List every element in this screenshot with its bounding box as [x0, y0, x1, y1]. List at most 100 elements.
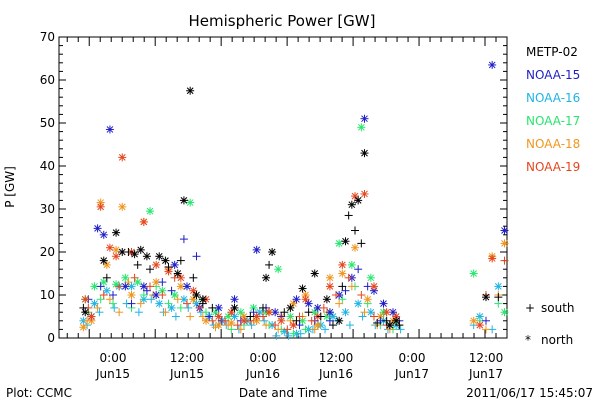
point-noaa-18-south — [136, 299, 145, 308]
point-noaa-17-south — [109, 299, 117, 308]
point-noaa-17-north — [224, 312, 233, 321]
point-metp-02-north — [130, 250, 139, 259]
point-noaa-18-south — [347, 282, 356, 291]
legend-entry-noaa-18: NOAA-18 — [526, 137, 580, 151]
point-noaa-15-north — [183, 282, 191, 291]
point-noaa-17-north — [366, 273, 375, 282]
point-noaa-17-north — [236, 308, 245, 317]
point-noaa-18-south — [262, 321, 271, 330]
point-noaa-18-south — [124, 278, 133, 287]
point-noaa-16-north — [354, 299, 363, 308]
y-axis: 0 10 20 30 40 50 60 70 — [40, 30, 507, 345]
y-tick-label: 70 — [40, 30, 55, 44]
point-noaa-18-south — [186, 312, 195, 321]
x-tick-day: Jun17 — [394, 367, 429, 381]
point-noaa-17-north — [347, 260, 356, 269]
y-axis-title: P [GW] — [3, 166, 17, 208]
chart-title: Hemispheric Power [GW] — [189, 12, 376, 30]
point-noaa-18-north — [202, 316, 210, 325]
point-noaa-15-north — [230, 295, 239, 304]
point-metp-02-north — [173, 269, 182, 278]
point-noaa-19-north — [325, 282, 334, 291]
x-tick-day: Jun16 — [318, 367, 353, 381]
point-noaa-19-north — [87, 312, 96, 321]
point-metp-02-south — [494, 293, 503, 302]
point-metp-02-south — [338, 282, 347, 291]
point-noaa-19-south — [146, 282, 154, 291]
point-noaa-15-south — [354, 265, 363, 274]
point-metp-02-north — [322, 295, 331, 304]
point-metp-02-south — [344, 211, 353, 220]
point-noaa-15-south — [192, 252, 201, 261]
point-metp-02-north — [198, 295, 207, 304]
point-noaa-19-north — [370, 282, 378, 291]
y-tick-label: 0 — [47, 331, 55, 345]
y-tick-label: 60 — [40, 73, 55, 87]
point-metp-02-south — [133, 260, 142, 269]
point-metp-02-south — [373, 318, 382, 327]
point-metp-02-north — [268, 248, 277, 256]
x-tick-time: 12:00 — [469, 351, 504, 365]
point-noaa-18-north — [189, 295, 198, 304]
point-noaa-17-north — [121, 273, 130, 282]
point-noaa-19-south — [115, 282, 124, 291]
point-noaa-16-north — [155, 299, 164, 308]
x-tick-time: 12:00 — [319, 351, 354, 365]
point-noaa-18-north — [363, 295, 372, 304]
point-noaa-16-south — [110, 303, 119, 312]
point-metp-02-north — [112, 228, 121, 237]
point-metp-02-north — [482, 293, 490, 302]
point-noaa-15-north — [121, 282, 130, 291]
point-noaa-18-north — [118, 202, 127, 211]
plot-frame — [58, 36, 508, 339]
point-noaa-16-south — [396, 325, 405, 334]
point-noaa-17-north — [469, 269, 478, 278]
point-noaa-18-north — [102, 260, 111, 269]
point-metp-02-north — [118, 248, 127, 256]
point-metp-02-north — [186, 86, 195, 95]
point-noaa-17-north — [158, 286, 167, 295]
point-noaa-16-north — [90, 299, 99, 308]
point-noaa-18-south — [105, 295, 114, 304]
point-noaa-19-south — [319, 303, 328, 312]
point-noaa-19-south — [195, 303, 204, 312]
y-tick-label: 50 — [40, 116, 55, 130]
point-noaa-15-north — [105, 125, 114, 134]
point-noaa-16-south — [134, 308, 143, 317]
point-metp-02-south — [208, 303, 217, 312]
point-noaa-16-south — [171, 312, 180, 321]
point-noaa-18-south — [93, 303, 102, 312]
point-metp-02-north — [179, 196, 188, 205]
point-metp-02-north — [298, 284, 307, 293]
x-tick-day: Jun16 — [245, 367, 280, 381]
point-noaa-16-north — [139, 295, 148, 304]
point-noaa-15-north — [170, 260, 179, 269]
point-noaa-17-south — [338, 295, 347, 304]
point-noaa-15-north — [99, 230, 108, 239]
point-noaa-19-north — [351, 192, 359, 201]
point-noaa-17-north — [335, 239, 344, 248]
point-noaa-16-north — [167, 303, 176, 312]
point-noaa-15-south — [96, 282, 105, 291]
marker-legend: + south * north — [525, 301, 575, 347]
point-metp-02-south — [146, 265, 154, 274]
y-tick-label: 20 — [40, 245, 55, 259]
point-noaa-16-north — [494, 282, 503, 291]
point-noaa-19-north — [164, 267, 173, 276]
point-noaa-16-south — [147, 295, 156, 304]
point-metp-02-north — [341, 237, 350, 246]
point-noaa-18-south — [360, 308, 369, 317]
point-noaa-18-north — [289, 299, 298, 308]
point-noaa-19-south — [233, 321, 242, 330]
point-noaa-19-north — [227, 308, 236, 317]
point-noaa-19-south — [500, 256, 509, 265]
point-noaa-19-south — [295, 312, 304, 321]
point-noaa-16-south — [260, 316, 269, 325]
point-noaa-17-north — [133, 278, 142, 287]
point-noaa-15-south — [249, 308, 258, 317]
point-noaa-17-north — [500, 308, 509, 317]
point-metp-02-north — [230, 303, 239, 312]
point-noaa-18-south — [161, 308, 170, 317]
point-noaa-15-south — [205, 312, 214, 321]
point-noaa-19-north — [277, 316, 286, 325]
